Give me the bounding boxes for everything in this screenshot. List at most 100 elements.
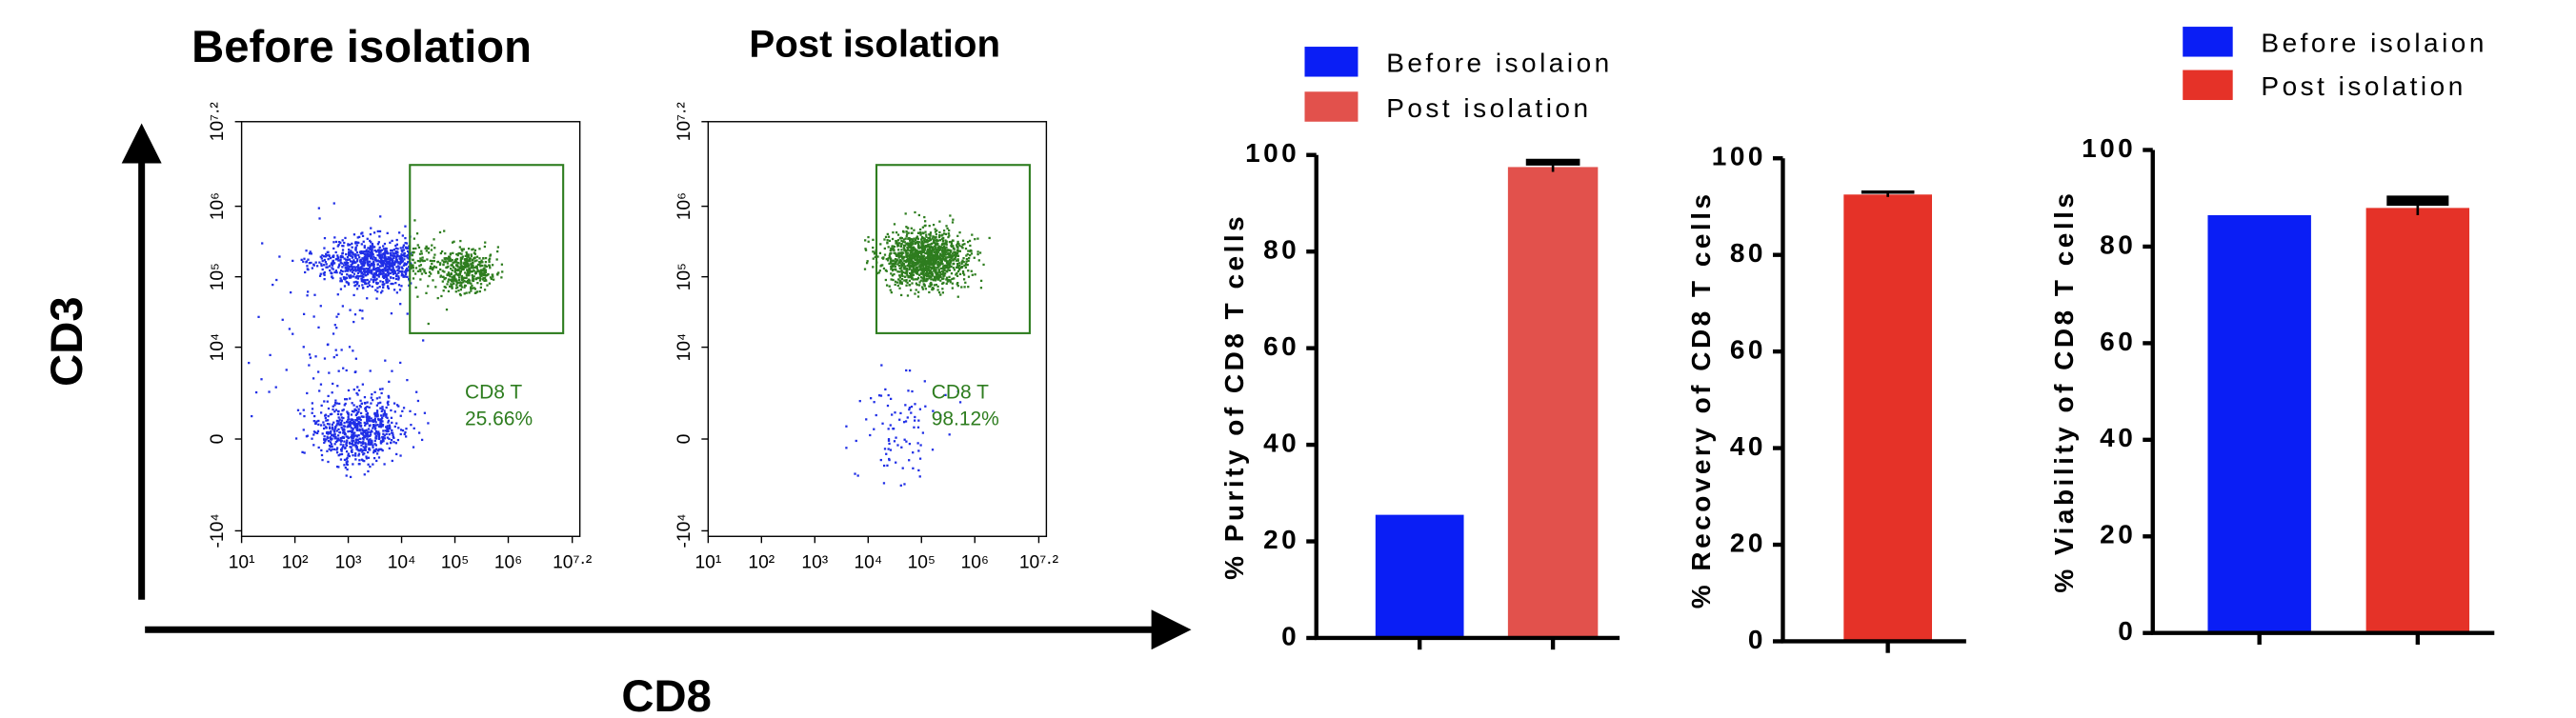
event-dot [887,428,890,430]
event-dot [421,256,424,259]
event-dot [912,261,916,265]
event-dot [351,442,353,446]
event-dot [407,266,411,269]
event-dot [482,268,485,270]
event-dot [440,249,444,253]
event-dot [914,268,916,270]
event-dot [403,432,406,436]
event-dot [324,260,327,264]
event-dot [406,256,409,259]
event-dot [466,264,469,267]
event-dot [916,259,918,262]
event-dot [372,244,374,247]
event-dot [914,415,916,419]
event-dot [385,274,389,277]
event-dot [928,277,931,280]
event-dot [330,449,332,452]
event-dot [935,255,938,259]
event-dot [924,269,927,272]
event-dot [436,260,440,264]
event-dot [890,249,893,251]
event-dot [352,261,354,264]
event-dot [932,256,935,259]
event-dot [443,277,446,281]
event-dot [421,259,424,262]
event-dot [854,472,856,475]
event-dot [356,429,359,432]
event-dot [425,291,428,294]
event-dot [395,452,398,456]
event-dot [403,263,406,266]
event-dot [385,247,388,250]
event-dot [423,270,426,273]
event-dot [336,256,340,259]
event-dot [488,258,491,261]
event-dot [941,251,944,254]
event-dot [370,227,372,229]
y-tick-label: 80 [1730,238,1766,268]
event-dot [314,422,317,425]
event-dot [391,259,393,262]
event-dot [943,269,946,272]
event-dot [318,389,321,392]
event-dot [931,288,934,290]
event-dot [372,463,374,466]
event-dot [376,263,379,267]
event-dot [940,254,944,257]
event-dot [390,253,392,257]
event-dot [484,241,487,244]
event-dot [337,312,340,316]
event-dot [927,254,931,258]
event-dot [369,449,372,451]
event-dot [400,285,403,288]
event-dot [338,263,341,266]
event-dot [956,284,959,288]
event-dot [364,449,367,451]
event-dot [908,369,912,372]
event-dot [457,269,460,272]
event-dot [453,258,457,262]
event-dot [382,274,385,277]
event-dot [321,254,324,257]
event-dot [337,454,340,457]
event-dot [462,248,465,250]
event-dot [346,411,350,415]
event-dot [935,273,938,276]
event-dot [393,262,396,265]
event-dot [380,262,383,265]
event-dot [915,282,918,285]
event-dot [451,269,453,272]
event-dot [362,446,365,449]
event-dot [419,264,423,267]
event-dot [379,271,382,274]
event-dot [917,284,921,287]
event-dot [382,286,385,289]
event-dot [932,241,936,244]
event-dot [934,250,936,253]
event-dot [387,252,390,255]
event-dot [384,274,387,277]
event-dot [367,264,370,268]
event-dot [931,248,935,250]
event-dot [916,295,920,298]
event-dot [362,287,365,289]
event-dot [462,281,465,284]
event-dot [406,312,409,315]
event-dot [360,243,363,246]
event-dot [368,247,371,249]
event-dot [332,268,334,270]
event-dot [930,283,934,286]
event-dot [326,400,329,403]
event-dot [390,249,392,252]
event-dot [926,252,929,255]
event-dot [968,239,972,243]
event-dot [333,410,336,413]
event-dot [353,431,356,434]
event-dot [396,269,399,272]
event-dot [923,247,926,249]
event-dot [443,270,446,273]
event-dot [452,280,454,283]
event-dot [343,421,346,425]
event-dot [460,248,463,250]
event-dot [903,255,906,259]
